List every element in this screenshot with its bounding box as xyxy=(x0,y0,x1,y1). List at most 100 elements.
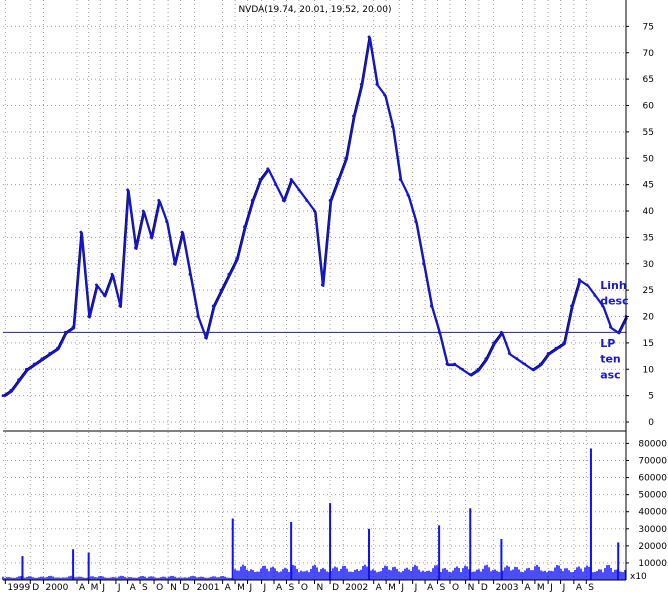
price-point xyxy=(196,315,200,318)
annotation-label: LP xyxy=(600,337,615,350)
price-point xyxy=(601,304,605,308)
price-point xyxy=(157,199,161,202)
price-point xyxy=(243,225,246,229)
x-tick-label: A xyxy=(130,583,137,592)
price-point xyxy=(87,315,91,318)
price-point xyxy=(507,352,511,355)
x-tick-label: J xyxy=(414,583,418,592)
price-point xyxy=(1,394,5,398)
price-point xyxy=(48,352,52,355)
price-point xyxy=(453,362,457,366)
price-point xyxy=(266,167,270,171)
price-tick-label: 5 xyxy=(648,392,654,402)
price-point xyxy=(422,262,425,266)
price-point xyxy=(538,362,542,366)
price-point xyxy=(468,373,472,376)
price-point xyxy=(359,83,363,86)
price-point xyxy=(71,325,75,329)
price-point xyxy=(531,367,534,371)
price-point xyxy=(336,177,340,181)
annotation-label: asc xyxy=(600,369,621,382)
volume-tick-label: 20000 xyxy=(638,542,667,552)
price-tick-label: 60 xyxy=(643,102,655,112)
x-tick-label: 2000 xyxy=(45,583,68,592)
volume-tick-label: 30000 xyxy=(638,525,667,535)
x-tick-label: S xyxy=(288,583,294,592)
annotations: Linh desc LP ten asc xyxy=(600,279,628,382)
price-point xyxy=(328,199,332,202)
price-point xyxy=(149,235,153,239)
price-point xyxy=(570,304,573,308)
price-point xyxy=(126,188,129,192)
x-tick-label: J xyxy=(117,583,121,592)
volume-tick-label: 70000 xyxy=(638,456,667,466)
grid xyxy=(3,0,626,580)
price-point xyxy=(609,325,612,329)
price-point xyxy=(17,378,20,382)
x-tick-label: A xyxy=(427,583,434,592)
price-point xyxy=(172,262,176,266)
price-point xyxy=(492,341,496,345)
x-tick-label: A xyxy=(276,583,283,592)
annotation-label: ten xyxy=(600,353,621,366)
volume-unit-label: x10 xyxy=(630,572,647,582)
x-tick-label: N xyxy=(317,583,324,592)
price-point xyxy=(383,93,386,97)
price-point xyxy=(585,283,589,287)
price-point xyxy=(211,304,215,308)
x-tick-label: A xyxy=(576,583,583,592)
x-tick-label: 2002 xyxy=(345,583,368,592)
price-point xyxy=(79,230,83,234)
chart-title: NVDA(19.74, 20.01, 19.52, 20.00) xyxy=(238,5,391,15)
x-tick-label: J xyxy=(562,583,566,592)
price-point xyxy=(250,199,254,202)
x-tick-label: O xyxy=(301,583,308,592)
x-tick-label: M xyxy=(537,583,545,592)
price-point xyxy=(461,367,464,371)
price-point xyxy=(102,294,106,297)
x-tick-label: A xyxy=(225,583,232,592)
price-point xyxy=(344,156,348,160)
price-panel xyxy=(1,35,628,398)
x-tick-label: J xyxy=(249,583,253,592)
price-point xyxy=(180,230,184,234)
price-point xyxy=(258,177,262,181)
price-point xyxy=(305,199,309,202)
x-tick-label: O xyxy=(452,583,459,592)
price-tick-label: 70 xyxy=(643,49,655,59)
price-point xyxy=(24,367,28,371)
price-point xyxy=(95,283,98,287)
price-tick-label: 25 xyxy=(643,286,654,296)
price-tick-label: 35 xyxy=(643,233,654,243)
x-tick-label: J xyxy=(549,583,553,592)
x-tick-label: D xyxy=(481,583,488,592)
price-point xyxy=(406,193,410,197)
x-tick-label: S xyxy=(588,583,594,592)
price-point xyxy=(297,188,301,192)
price-point xyxy=(390,125,394,128)
price-point xyxy=(414,220,418,223)
x-tick-label: D xyxy=(32,583,39,592)
volume-tick-label: 10000 xyxy=(638,559,667,569)
price-point xyxy=(320,283,324,287)
x-tick-label: J xyxy=(400,583,404,592)
x-tick-label: M xyxy=(237,583,245,592)
price-tick-label: 15 xyxy=(643,339,654,349)
x-tick-label: S xyxy=(440,583,446,592)
price-point xyxy=(133,246,137,250)
x-tick-label: N xyxy=(170,583,177,592)
price-tick-label: 40 xyxy=(643,207,655,217)
price-point xyxy=(515,357,519,361)
price-point xyxy=(352,114,355,118)
price-point xyxy=(546,352,550,355)
price-point xyxy=(204,336,207,339)
x-tick-label: A xyxy=(79,583,86,592)
price-point xyxy=(32,362,36,366)
x-tick-label: S xyxy=(142,583,148,592)
x-tick-label: M xyxy=(388,583,396,592)
price-tick-label: 30 xyxy=(643,260,655,270)
price-point xyxy=(429,304,433,308)
price-point xyxy=(554,346,558,350)
x-tick-label: J xyxy=(101,583,105,592)
